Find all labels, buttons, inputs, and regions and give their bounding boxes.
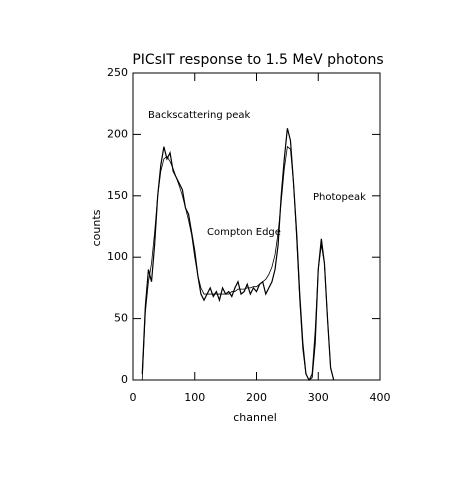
fit-line [141, 145, 335, 381]
y-tick-label: 200 [107, 127, 128, 140]
annotation: Backscattering peak [148, 110, 250, 121]
annotation: Photopeak [313, 192, 366, 203]
x-tick-label: 200 [246, 391, 267, 404]
y-tick-label: 250 [107, 66, 128, 79]
x-tick-label: 400 [370, 391, 391, 404]
y-axis-label: counts [90, 209, 103, 246]
x-tick-label: 0 [130, 391, 137, 404]
x-axis-label: channel [233, 411, 277, 424]
y-tick-label: 0 [121, 373, 128, 386]
y-tick-label: 100 [107, 250, 128, 263]
data-line [141, 128, 335, 381]
y-tick-label: 150 [107, 189, 128, 202]
y-tick-label: 50 [114, 312, 128, 325]
chart-title: PICsIT response to 1.5 MeV photons [132, 52, 383, 68]
x-tick-label: 100 [184, 391, 205, 404]
x-tick-label: 300 [308, 391, 329, 404]
annotation: Compton Edge [207, 227, 281, 238]
